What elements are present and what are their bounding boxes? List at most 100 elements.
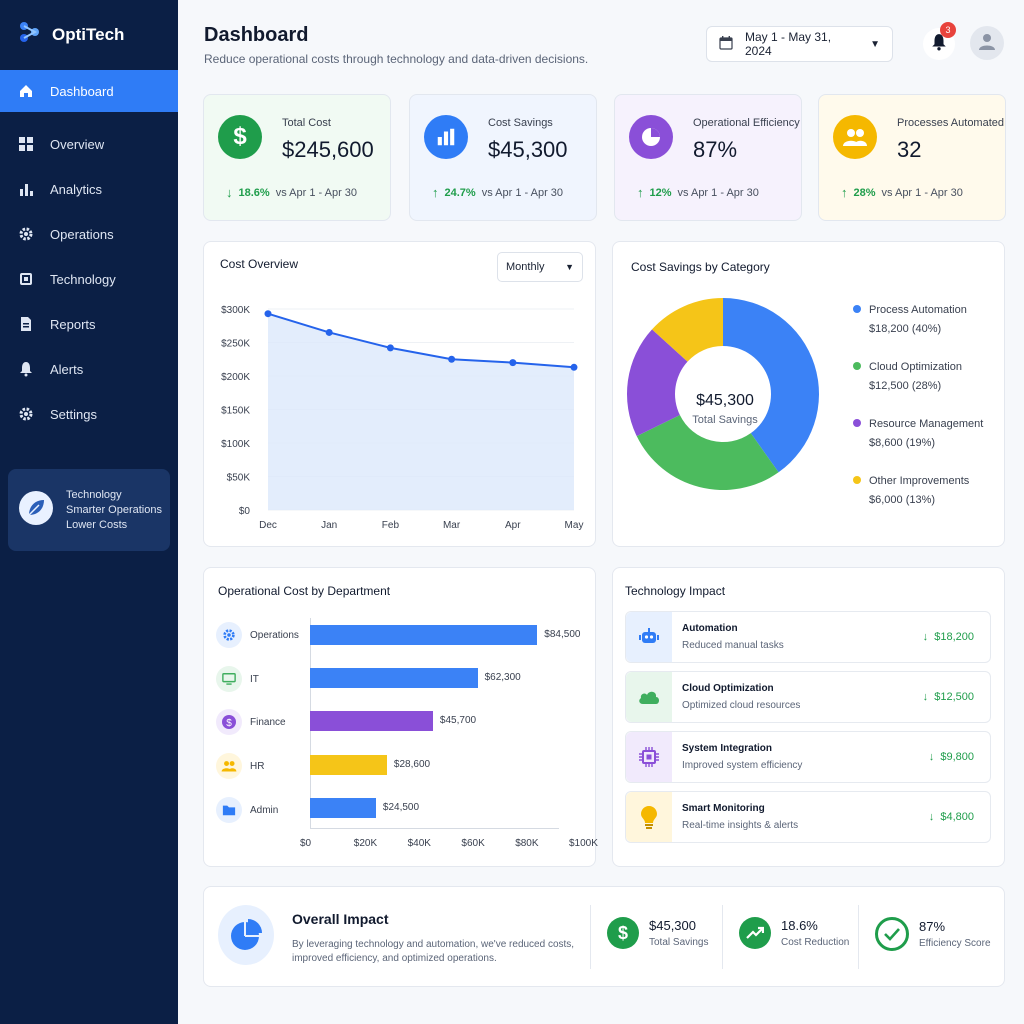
dept-label: Admin [250, 804, 279, 816]
user-icon [977, 31, 997, 56]
bar-value-label: $28,600 [393, 759, 431, 770]
savings-category-card: Cost Savings by Category $45,300 Total S… [612, 241, 1005, 547]
stat-value: $45,300 [649, 918, 696, 933]
department-cost-card: Operational Cost by Department Operation… [203, 567, 598, 867]
arrow-down-icon: ↓ [928, 751, 935, 763]
sidebar-item-technology[interactable]: Technology [0, 258, 178, 300]
bar-chart-icon [18, 181, 34, 197]
sidebar-item-label: Alerts [50, 361, 84, 377]
date-range-picker[interactable]: May 1 - May 31, 2024 ▼ [706, 26, 893, 62]
arrow-down-icon: ↓ [928, 811, 935, 823]
tech-value-text: $9,800 [940, 751, 974, 763]
legend-label: Process Automation [869, 304, 967, 316]
bar[interactable] [310, 755, 387, 775]
overall-stat-cost-reduction: 18.6% Cost Reduction [739, 917, 849, 949]
tech-value-text: $18,200 [934, 631, 974, 643]
sidebar-item-settings[interactable]: Settings [0, 393, 178, 435]
dept-label: IT [250, 673, 259, 685]
robot-icon [626, 612, 672, 662]
sidebar-item-overview[interactable]: Overview [0, 123, 178, 165]
kpi-card-operational-efficiency[interactable]: Operational Efficiency 87% ↑ 12% vs Apr … [614, 94, 802, 221]
sidebar-item-operations[interactable]: Operations [0, 213, 178, 255]
legend-value: $12,500 (28%) [869, 380, 942, 392]
cost-overview-chart: $300K $250K $200K $150K $100K $50K $0 Dec Jan Feb… [221, 305, 584, 531]
users-icon [833, 115, 877, 159]
dollar-icon: $ [216, 709, 242, 735]
donut-slice[interactable] [723, 298, 819, 473]
x-tick-label: May [565, 520, 584, 531]
tech-item-smart-monitoring[interactable]: Smart Monitoring Real-time insights & al… [625, 791, 991, 843]
overall-stat-efficiency-score: 87% Efficiency Score [875, 917, 991, 951]
calendar-icon [719, 35, 733, 53]
stat-value: 18.6% [781, 918, 818, 933]
x-tick-label: Feb [382, 520, 400, 531]
donut-slice[interactable] [636, 415, 779, 490]
kpi-card-processes-automated[interactable]: Processes Automated 32 ↑ 28% vs Apr 1 - … [818, 94, 1006, 221]
bar[interactable] [310, 798, 376, 818]
kpi-card-total-cost[interactable]: $ Total Cost $245,600 ↓ 18.6% vs Apr 1 -… [203, 94, 391, 221]
y-tick-label: $200K [221, 372, 250, 383]
dept-label: HR [250, 760, 265, 772]
sidebar: OptiTech Dashboard Overview Analytics Op… [0, 0, 178, 1024]
x-tick-label: $40K [407, 838, 431, 849]
data-point[interactable] [325, 328, 333, 336]
promo-line-3: Lower Costs [66, 518, 128, 531]
kpi-value: $245,600 [282, 137, 374, 162]
donut-slice[interactable] [652, 298, 723, 362]
cloud-icon [626, 672, 672, 722]
bar[interactable] [310, 711, 433, 731]
arrow-up-icon: ↑ [432, 185, 439, 200]
kpi-delta: ↑ 28% vs Apr 1 - Apr 30 [841, 185, 963, 200]
kpi-compare: vs Apr 1 - Apr 30 [881, 186, 963, 199]
sidebar-item-label: Settings [50, 406, 97, 422]
x-tick-label: $80K [515, 838, 539, 849]
tech-value: ↓ $12,500 [923, 691, 974, 703]
brand-name: OptiTech [52, 24, 125, 44]
chip-icon [18, 271, 34, 287]
arrow-down-icon: ↓ [922, 691, 929, 703]
dept-label: Operations [250, 629, 299, 641]
sidebar-item-alerts[interactable]: Alerts [0, 348, 178, 390]
sidebar-item-reports[interactable]: Reports [0, 303, 178, 345]
tech-item-automation[interactable]: Automation Reduced manual tasks ↓ $18,20… [625, 611, 991, 663]
card-title: Operational Cost by Department [218, 584, 391, 598]
trend-up-icon [739, 917, 771, 949]
data-point[interactable] [386, 344, 394, 352]
pie-chart-icon [218, 905, 274, 965]
data-point[interactable] [264, 310, 272, 318]
data-point[interactable] [570, 363, 578, 371]
overall-text-line: By leveraging technology and automation,… [292, 939, 575, 950]
y-tick-label: $0 [239, 506, 251, 517]
notification-badge: 3 [940, 22, 956, 38]
data-point[interactable] [448, 355, 456, 363]
dept-row-hr: HR [216, 753, 264, 779]
logo-icon [18, 20, 42, 49]
kpi-delta-pct: 24.7% [444, 186, 476, 199]
tech-item-cloud-optimization[interactable]: Cloud Optimization Optimized cloud resou… [625, 671, 991, 723]
donut-slice[interactable] [627, 329, 688, 437]
check-icon [875, 917, 909, 951]
sidebar-item-dashboard[interactable]: Dashboard [0, 70, 178, 112]
bar-value-label: $45,700 [439, 715, 477, 726]
data-point[interactable] [509, 359, 517, 367]
divider [722, 905, 723, 969]
sidebar-item-label: Analytics [50, 181, 103, 197]
period-select[interactable]: Monthly ▼ [497, 252, 583, 282]
kpi-value: $45,300 [488, 137, 568, 162]
kpi-card-cost-savings[interactable]: Cost Savings $45,300 ↑ 24.7% vs Apr 1 - … [409, 94, 597, 221]
tech-item-system-integration[interactable]: System Integration Improved system effic… [625, 731, 991, 783]
brand[interactable]: OptiTech [18, 20, 124, 49]
donut-center-label: Total Savings [692, 414, 758, 426]
user-avatar[interactable] [970, 26, 1004, 60]
leaf-icon [18, 490, 54, 531]
kpi-delta: ↑ 12% vs Apr 1 - Apr 30 [637, 185, 759, 200]
tech-value: ↓ $4,800 [929, 811, 974, 823]
x-tick-label: Jan [321, 520, 337, 531]
bar[interactable] [310, 625, 538, 645]
sidebar-item-analytics[interactable]: Analytics [0, 168, 178, 210]
sidebar-item-label: Overview [50, 136, 105, 152]
series-line [267, 312, 575, 369]
y-tick-label: $100K [221, 439, 250, 450]
bar[interactable] [310, 668, 478, 688]
donut-center-value: $45,300 [696, 392, 754, 409]
